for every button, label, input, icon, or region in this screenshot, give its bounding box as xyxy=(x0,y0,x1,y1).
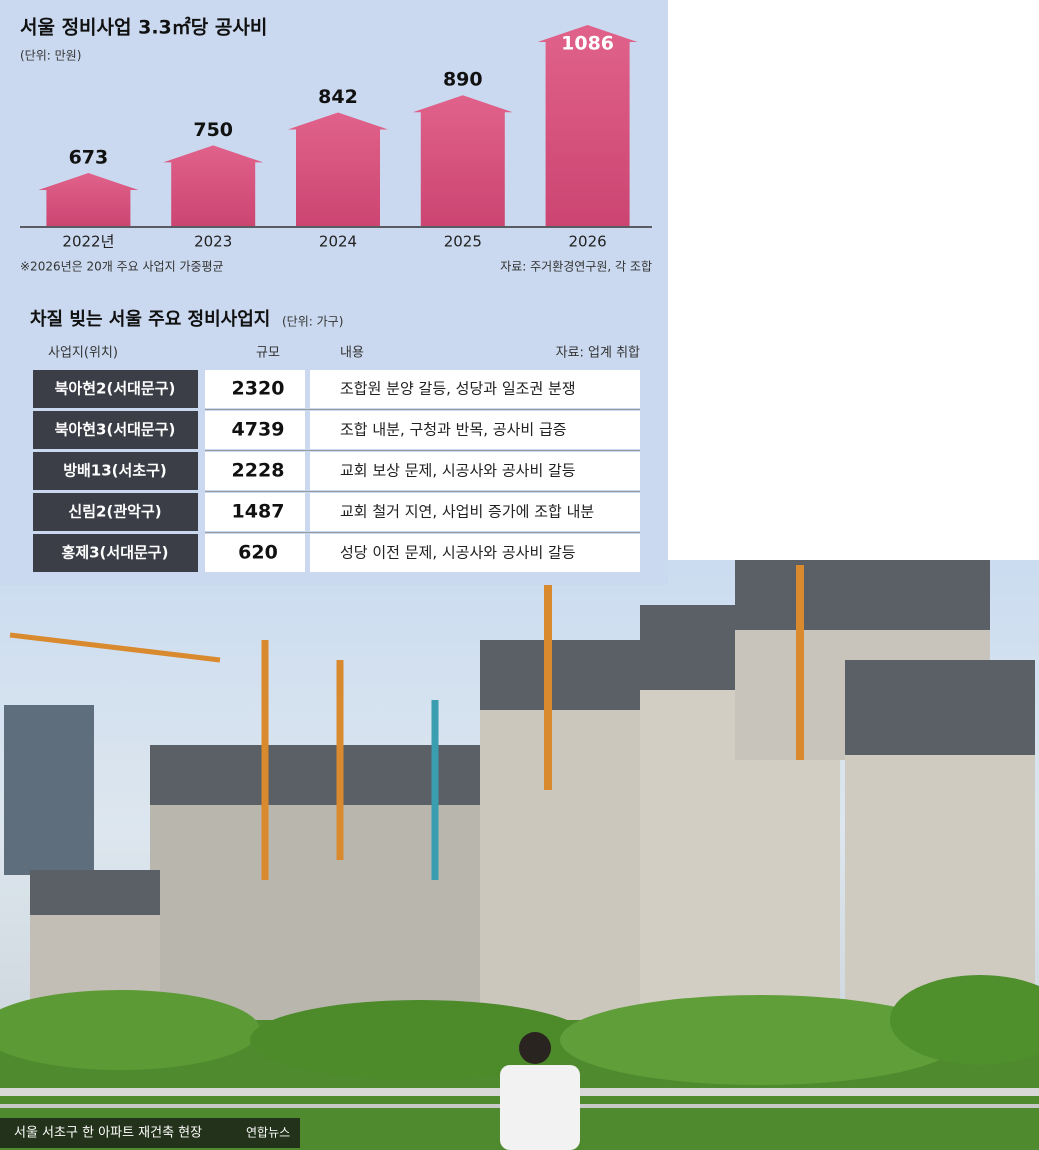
value-label: 673 xyxy=(69,147,109,169)
row-number: 2320 xyxy=(232,378,285,400)
row-label-cell xyxy=(33,534,198,572)
photo-credit: 연합뉴스 xyxy=(246,1126,290,1140)
row-label-cell xyxy=(33,493,198,531)
x-tick-label: 2025 xyxy=(444,233,482,251)
row-text: 조합 내분, 구청과 반목, 공사비 급증 xyxy=(340,421,567,439)
tree xyxy=(250,1000,590,1080)
value-label: 1086 xyxy=(561,33,614,55)
tower xyxy=(4,705,94,875)
table-title: 차질 빚는 서울 주요 정비사업지 xyxy=(30,309,270,330)
row-number: 4739 xyxy=(232,419,285,441)
building-top xyxy=(30,870,160,915)
row-number: 620 xyxy=(238,542,278,564)
value-label: 890 xyxy=(443,69,483,91)
number-cell xyxy=(205,534,305,572)
bar-chart: 2022년 673 2023 750 2024 842 2025 890 2026 1086 xyxy=(38,25,638,251)
row-label: 신림2(관악구) xyxy=(68,503,161,521)
table-header: 사업지(위치) xyxy=(48,346,118,361)
x-tick-label: 2024 xyxy=(319,233,357,251)
row-text: 교회 보상 문제, 시공사와 공사비 갈등 xyxy=(340,462,576,480)
row-label: 북아현3(서대문구) xyxy=(55,421,176,439)
building-top xyxy=(150,745,480,805)
text-cell xyxy=(310,452,640,490)
row-label: 방배13(서초구) xyxy=(63,462,167,480)
row-label-cell xyxy=(33,452,198,490)
caption-bg xyxy=(0,1118,300,1148)
chart-note: ※2026년은 20개 주요 사업지 가중평균 xyxy=(20,260,224,274)
bar xyxy=(38,173,139,226)
row-text: 조합원 분양 갈등, 성당과 일조권 분쟁 xyxy=(340,380,576,398)
x-tick-label: 2022년 xyxy=(62,233,114,251)
bar xyxy=(163,145,264,226)
number-cell xyxy=(205,370,305,408)
text-cell xyxy=(310,534,640,572)
chart-source: 자료: 주거환경연구원, 각 조합 xyxy=(500,260,652,274)
number-cell xyxy=(205,452,305,490)
value-label: 750 xyxy=(193,119,233,141)
value-label: 842 xyxy=(318,86,358,108)
row-label: 홍제3(서대문구) xyxy=(62,544,169,562)
row-label: 북아현2(서대문구) xyxy=(55,380,176,398)
building-top xyxy=(480,640,640,710)
row-number: 2228 xyxy=(232,460,285,482)
text-cell xyxy=(310,493,640,531)
table-header: 내용 xyxy=(340,346,364,361)
building xyxy=(150,760,480,1040)
text-cell xyxy=(310,370,640,408)
building-top xyxy=(845,660,1035,755)
person xyxy=(500,1065,580,1150)
table-source: 자료: 업계 취합 xyxy=(556,346,640,361)
table-header: 규모 xyxy=(256,346,280,361)
building-top xyxy=(735,560,990,630)
number-cell xyxy=(205,493,305,531)
table-unit: (단위: 가구) xyxy=(282,315,343,329)
row-text: 성당 이전 문제, 시공사와 공사비 갈등 xyxy=(340,544,576,562)
row-text: 교회 철거 지연, 사업비 증가에 조합 내분 xyxy=(340,503,594,521)
x-tick-label: 2026 xyxy=(569,233,607,251)
row-label-cell xyxy=(33,370,198,408)
x-tick-label: 2023 xyxy=(194,233,232,251)
row-label-cell xyxy=(33,411,198,449)
crane-jib xyxy=(9,632,221,663)
bar xyxy=(412,95,513,226)
number-cell xyxy=(205,411,305,449)
table: 북아현2(서대문구) 2320 조합원 분양 갈등, 성당과 일조권 분쟁북아현3(… xyxy=(33,370,640,572)
chart-title: 서울 정비사업 3.3㎡당 공사비 xyxy=(20,16,267,39)
bar xyxy=(288,112,388,226)
bar xyxy=(537,25,638,226)
text-cell xyxy=(310,411,640,449)
tree xyxy=(560,995,960,1085)
chart-subtitle: (단위: 만원) xyxy=(20,49,81,63)
tree xyxy=(890,975,1039,1065)
tree xyxy=(0,990,260,1070)
row-number: 1487 xyxy=(232,501,285,523)
person-head xyxy=(519,1032,551,1064)
photo-caption: 서울 서초구 한 아파트 재건축 현장 xyxy=(14,1126,202,1141)
